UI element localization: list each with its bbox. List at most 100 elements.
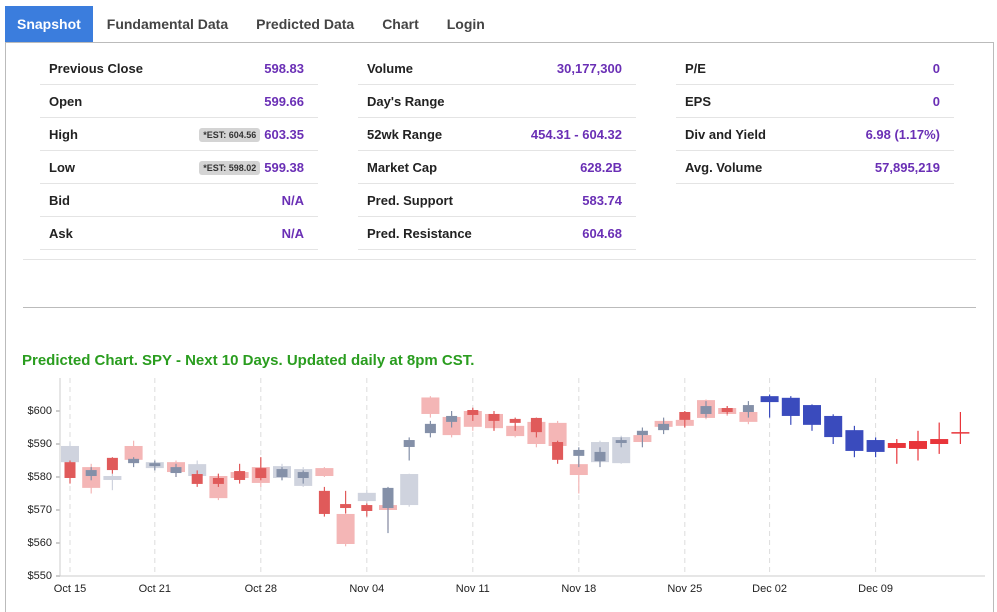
candle-body: [506, 425, 525, 437]
candle-body: [188, 464, 207, 477]
candle-body: [64, 462, 76, 478]
x-tick-label: Nov 18: [561, 583, 596, 595]
stat-label: Pred. Support: [367, 193, 453, 208]
divider: [23, 307, 976, 308]
candle-body: [170, 467, 182, 474]
candle-body: [103, 476, 122, 480]
candle-body: [255, 468, 267, 478]
stat-label: Ask: [49, 226, 73, 241]
candle-body: [866, 440, 885, 452]
tab[interactable]: Fundamental Data: [106, 16, 229, 32]
stat-value: 0: [932, 94, 940, 109]
tab[interactable]: Predicted Data: [256, 16, 355, 32]
candle-body: [61, 445, 79, 463]
stat-row: Low *EST: 598.02 599.38: [40, 152, 318, 184]
stat-value: N/A: [281, 193, 304, 208]
candle-body: [803, 405, 821, 425]
candle-body: [424, 423, 436, 434]
stat-label: High: [49, 127, 78, 142]
candle-body: [467, 410, 479, 415]
stat-value: 30,177,300: [556, 61, 622, 76]
stat-label: Previous Close: [49, 61, 143, 76]
candle-body: [149, 463, 161, 467]
stat-value: 6.98 (1.17%): [865, 127, 940, 142]
stat-row: Bid N/A: [40, 185, 318, 217]
candle-body: [212, 477, 224, 484]
candle-body: [318, 490, 330, 514]
stat-row: Market Cap 628.2B: [358, 152, 636, 184]
candle-body: [569, 464, 588, 476]
y-tick-label: $600: [28, 405, 52, 417]
candle-body: [276, 469, 288, 477]
y-tick-label: $560: [28, 537, 52, 549]
candle-body: [824, 415, 843, 438]
tab[interactable]: Chart: [382, 16, 419, 32]
stat-row: Ask N/A: [40, 218, 318, 250]
x-tick-label: Oct 15: [54, 583, 86, 595]
estimate-badge: *EST: 604.56: [199, 127, 261, 142]
candle-body: [191, 474, 203, 484]
stat-row: Pred. Support 583.74: [358, 185, 636, 217]
candle-body: [548, 422, 567, 446]
stat-value: 599.38: [264, 160, 304, 175]
divider: [23, 259, 976, 260]
y-tick-label: $550: [28, 570, 52, 582]
candle-body: [742, 405, 754, 412]
stat-label: Low: [49, 160, 75, 175]
candle-body: [128, 458, 140, 464]
stat-value: 603.35: [264, 127, 304, 142]
y-tick-label: $570: [28, 504, 52, 516]
y-tick-label: $590: [28, 438, 52, 450]
candle-body: [636, 430, 648, 436]
tab[interactable]: Login: [446, 16, 485, 32]
stat-label: EPS: [685, 94, 712, 109]
stat-label: Market Cap: [367, 160, 438, 175]
candle-body: [679, 411, 691, 420]
candle-body: [887, 443, 906, 448]
x-tick-label: Oct 28: [245, 583, 277, 595]
stat-value: 583.74: [582, 193, 622, 208]
candle-body: [658, 423, 670, 431]
stat-row: Div and Yield 6.98 (1.17%): [676, 119, 954, 151]
tab-bar: Snapshot Fundamental Data Predicted Data Ch…: [5, 6, 499, 42]
x-tick-label: Nov 25: [667, 583, 702, 595]
candle-body: [721, 408, 733, 412]
candle-body: [845, 430, 864, 451]
estimate-badge: *EST: 598.02: [199, 160, 261, 175]
stat-value: N/A: [281, 226, 304, 241]
stat-row: P/E 0: [676, 53, 954, 85]
x-tick-label: Nov 11: [456, 583, 490, 595]
candle-body: [403, 440, 415, 447]
stat-value: 454.31 - 604.32: [530, 127, 622, 142]
candle-body: [930, 439, 949, 444]
stat-row: EPS 0: [676, 86, 954, 118]
candle-body: [361, 505, 373, 511]
candle-body: [85, 470, 97, 477]
stat-value: 0: [932, 61, 940, 76]
stat-value: 604.68: [582, 226, 622, 241]
candle-body: [573, 449, 585, 456]
stat-row: Pred. Resistance 604.68: [358, 218, 636, 250]
candle-body: [340, 504, 352, 509]
candle-body: [909, 441, 927, 449]
candle-body: [951, 432, 970, 434]
candle-body: [781, 397, 800, 416]
x-tick-label: Dec 02: [752, 583, 787, 595]
tab[interactable]: Snapshot: [5, 6, 93, 42]
x-tick-label: Nov 04: [349, 583, 384, 595]
stat-label: Avg. Volume: [685, 160, 763, 175]
chart-title: Predicted Chart. SPY - Next 10 Days. Upd…: [22, 352, 475, 369]
stat-label: Open: [49, 94, 83, 109]
candle-body: [421, 397, 440, 414]
stat-value: 628.2B: [580, 160, 622, 175]
content-panel: [5, 42, 994, 612]
x-tick-label: Oct 21: [139, 583, 171, 595]
candle-body: [106, 457, 118, 471]
candle-body: [612, 437, 631, 464]
stat-row: Previous Close 598.83: [40, 53, 318, 85]
stat-value: 57,895,219: [874, 160, 940, 175]
candle-body: [315, 468, 334, 477]
stat-value: 599.66: [264, 94, 304, 109]
